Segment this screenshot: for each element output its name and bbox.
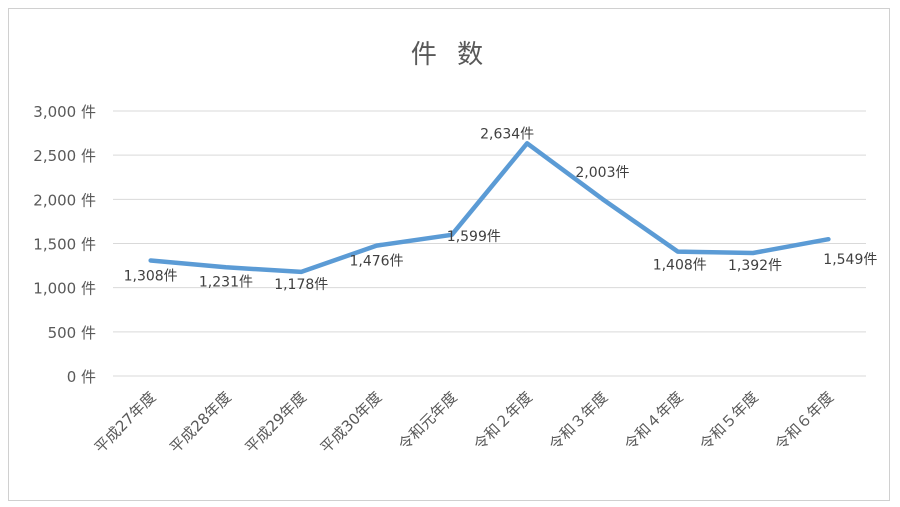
- gridlines: [113, 110, 866, 377]
- x-tick-label: 平成29年度: [241, 388, 310, 457]
- y-tick-label: 2,500 件: [33, 147, 96, 165]
- y-tick-label: 1,500 件: [33, 236, 96, 254]
- x-tick-label: 平成27年度: [91, 388, 160, 457]
- y-tick-label: 1,000 件: [33, 280, 96, 298]
- data-label: 1,599件: [447, 229, 501, 245]
- data-label: 1,308件: [124, 268, 178, 284]
- data-label: 2,634件: [480, 126, 534, 142]
- x-tick-label: 令和５年度: [696, 388, 762, 454]
- chart-title: 件 数: [411, 40, 489, 70]
- x-tick-label: 令和３年度: [546, 388, 612, 454]
- y-tick-label: 500 件: [48, 324, 96, 342]
- data-label: 1,549件: [823, 252, 877, 268]
- data-labels: 1,308件 1,231件 1,178件 1,476件 1,599件 2,634件 2,00…: [124, 126, 878, 293]
- data-label: 1,231件: [199, 274, 253, 290]
- data-label: 1,392件: [728, 258, 782, 274]
- y-tick-label: 0 件: [67, 368, 96, 386]
- x-tick-label: 令和２年度: [470, 388, 536, 454]
- y-tick-label: 3,000 件: [33, 103, 96, 121]
- data-label: 1,408件: [653, 258, 707, 274]
- data-label: 1,178件: [274, 277, 328, 293]
- y-tick-label: 2,000 件: [33, 191, 96, 209]
- x-tick-label: 令和４年度: [621, 388, 687, 454]
- series-layer: [148, 141, 831, 275]
- x-axis-tick-labels: 平成27年度 平成28年度 平成29年度 平成30年度 令和元年度 令和２年度 令和３年度令…: [91, 388, 837, 457]
- x-tick-label: 令和元年度: [395, 388, 461, 454]
- series-line: [148, 141, 831, 275]
- data-label: 1,476件: [350, 254, 404, 270]
- x-tick-label: 平成28年度: [166, 388, 235, 457]
- y-axis-tick-labels: 0 件 500 件 1,000 件 1,500 件 2,000 件 2,500 件 3,00…: [33, 103, 96, 386]
- x-tick-label: 令和６年度: [771, 388, 837, 454]
- x-tick-label: 平成30年度: [317, 388, 386, 457]
- data-label: 2,003件: [575, 165, 629, 181]
